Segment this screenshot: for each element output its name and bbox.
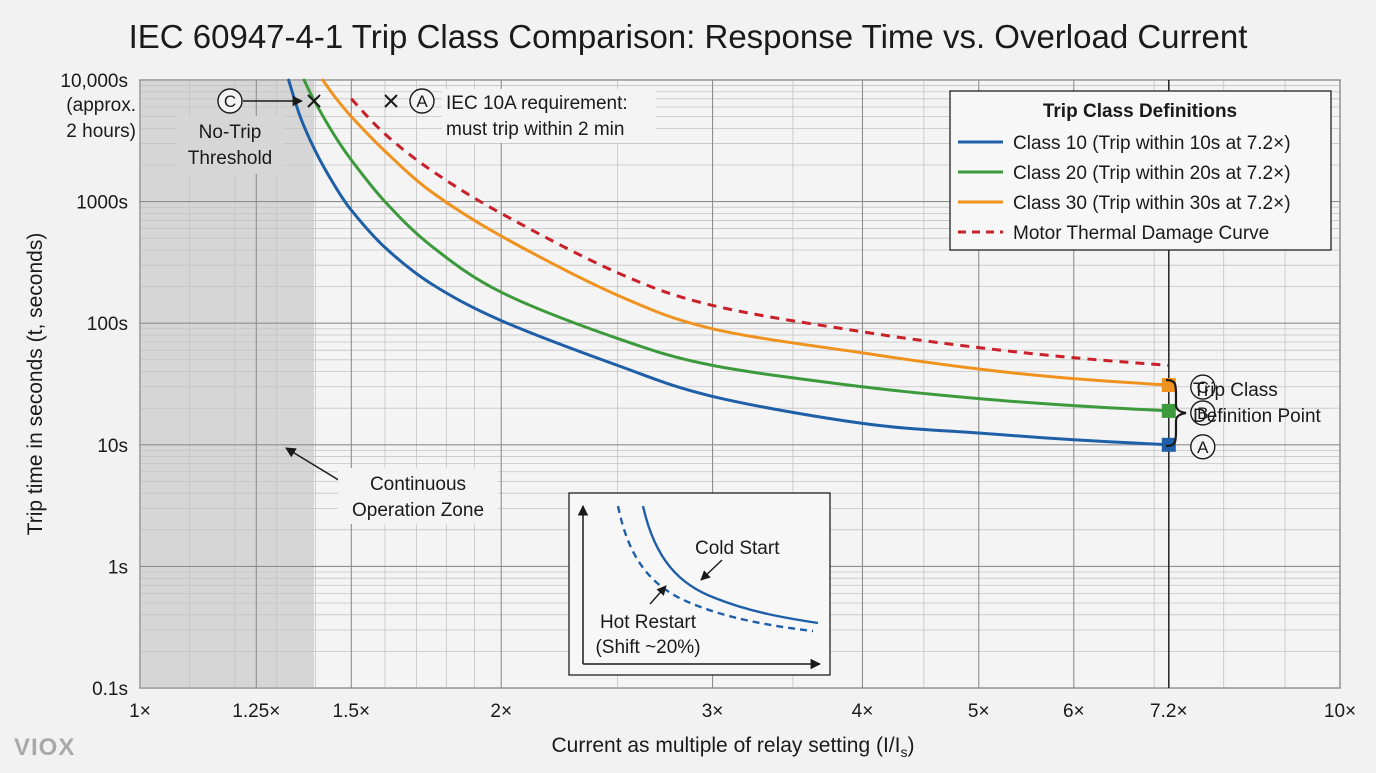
- x-tick-label: 10×: [1324, 701, 1356, 722]
- inset-diagram: Cold Start Hot Restart (Shift ~20%): [568, 492, 831, 676]
- no-trip-label-bg: [177, 116, 283, 174]
- continuous-zone-label-bg: [338, 468, 498, 524]
- x-tick-label: 6×: [1063, 701, 1085, 722]
- x-tick-label: 1×: [129, 701, 151, 722]
- y-tick-label: 10,000s: [60, 71, 128, 92]
- series-curves: [287, 78, 1171, 447]
- x-tick-label: 3×: [702, 701, 724, 722]
- requirement-circle-marker: [409, 88, 435, 114]
- x-tick-label: 5×: [968, 701, 990, 722]
- inset-cold-start-label: Cold Start: [695, 538, 780, 559]
- no-trip-circle-letter: C: [224, 92, 236, 111]
- legend: Trip Class Definitions Class 10 (Trip wi…: [949, 90, 1332, 251]
- legend-box: [949, 90, 1332, 251]
- y-tick-label: 1s: [108, 557, 128, 578]
- no-trip-circle-marker: [217, 88, 243, 114]
- x-axis-label: Current as multiple of relay setting (I/…: [552, 734, 915, 760]
- inset-hot-restart-label-line1: Hot Restart: [600, 612, 697, 633]
- definition-label-line2: Definition Point: [1193, 406, 1322, 427]
- requirement-label-line1: IEC 10A requirement:: [446, 93, 628, 114]
- inset-hot-arrow: [649, 585, 667, 605]
- definition-circle-a: [1190, 434, 1216, 460]
- definition-point-b: [1161, 403, 1176, 418]
- x-tick-labels: 1× 1.25× 1.5× 2× 3× 4× 5× 6× 7.2× 10×: [129, 701, 1356, 722]
- definition-letter-c: C: [1197, 378, 1209, 397]
- series-line-2: [302, 78, 1171, 413]
- legend-label-1: Class 10 (Trip within 10s at 7.2×): [1013, 133, 1291, 154]
- brand-logo: VIOX: [14, 734, 75, 761]
- no-trip-x-mark: [307, 94, 321, 108]
- definition-circle-c: [1190, 374, 1216, 400]
- definition-bracket: [1165, 378, 1187, 448]
- y-top-note-line1: (approx.: [66, 95, 136, 116]
- no-trip-label-line2: Threshold: [188, 148, 273, 169]
- definition-points: ABC: [1161, 374, 1216, 460]
- x-tick-label: 7.2×: [1150, 701, 1188, 722]
- series-line-4: [350, 97, 1169, 367]
- inset-box: [568, 492, 831, 676]
- requirement-label-line2: must trip within 2 min: [446, 119, 624, 140]
- x-axis-label-main: Current as multiple of relay setting (I/…: [552, 734, 901, 757]
- definition-letter-b: B: [1197, 404, 1208, 423]
- y-tick-label: 100s: [87, 314, 128, 335]
- definition-circle-b: [1190, 400, 1216, 426]
- x-axis-label-end: ): [907, 734, 914, 757]
- legend-label-4: Motor Thermal Damage Curve: [1013, 223, 1269, 244]
- definition-letter-a: A: [1197, 438, 1209, 457]
- x-axis-label-sub: s: [900, 744, 907, 760]
- x-tick-label: 1.25×: [232, 701, 280, 722]
- requirement-circle-letter: A: [416, 92, 428, 111]
- y-tick-labels: 0.1s 1s 10s 100s 1000s 10,000s: [60, 71, 128, 700]
- series-line-3: [321, 78, 1171, 387]
- y-top-note-line2: 2 hours): [66, 121, 136, 142]
- requirement-label-bg: [442, 89, 656, 143]
- chart-title: IEC 60947-4-1 Trip Class Comparison: Res…: [129, 18, 1248, 55]
- inset-hot-restart-label-line2: (Shift ~20%): [595, 637, 700, 658]
- inset-cold-start-curve: [641, 505, 819, 625]
- inset-hot-restart-curve: [616, 505, 814, 633]
- legend-title: Trip Class Definitions: [1043, 101, 1237, 122]
- continuous-zone-label-line1: Continuous: [370, 474, 466, 495]
- definition-label-line1: Trip Class: [1193, 380, 1278, 401]
- no-trip-label-line1: No-Trip: [199, 122, 262, 143]
- x-tick-label: 1.5×: [333, 701, 371, 722]
- legend-items: Class 10 (Trip within 10s at 7.2×) Class …: [958, 133, 1291, 244]
- inset-cold-arrow: [700, 559, 723, 581]
- legend-label-2: Class 20 (Trip within 20s at 7.2×): [1013, 163, 1291, 184]
- series-line-1: [287, 78, 1171, 447]
- y-tick-label: 0.1s: [92, 679, 128, 700]
- x-tick-label: 2×: [490, 701, 512, 722]
- y-tick-label: 1000s: [76, 193, 128, 214]
- legend-label-3: Class 30 (Trip within 30s at 7.2×): [1013, 193, 1291, 214]
- x-tick-label: 4×: [852, 701, 874, 722]
- continuous-zone-label-line2: Operation Zone: [352, 500, 484, 521]
- requirement-x-mark: [384, 94, 398, 108]
- y-tick-label: 10s: [97, 436, 128, 457]
- no-trip-zone: [140, 81, 314, 687]
- y-axis-label: Trip time in seconds (t, seconds): [24, 233, 47, 536]
